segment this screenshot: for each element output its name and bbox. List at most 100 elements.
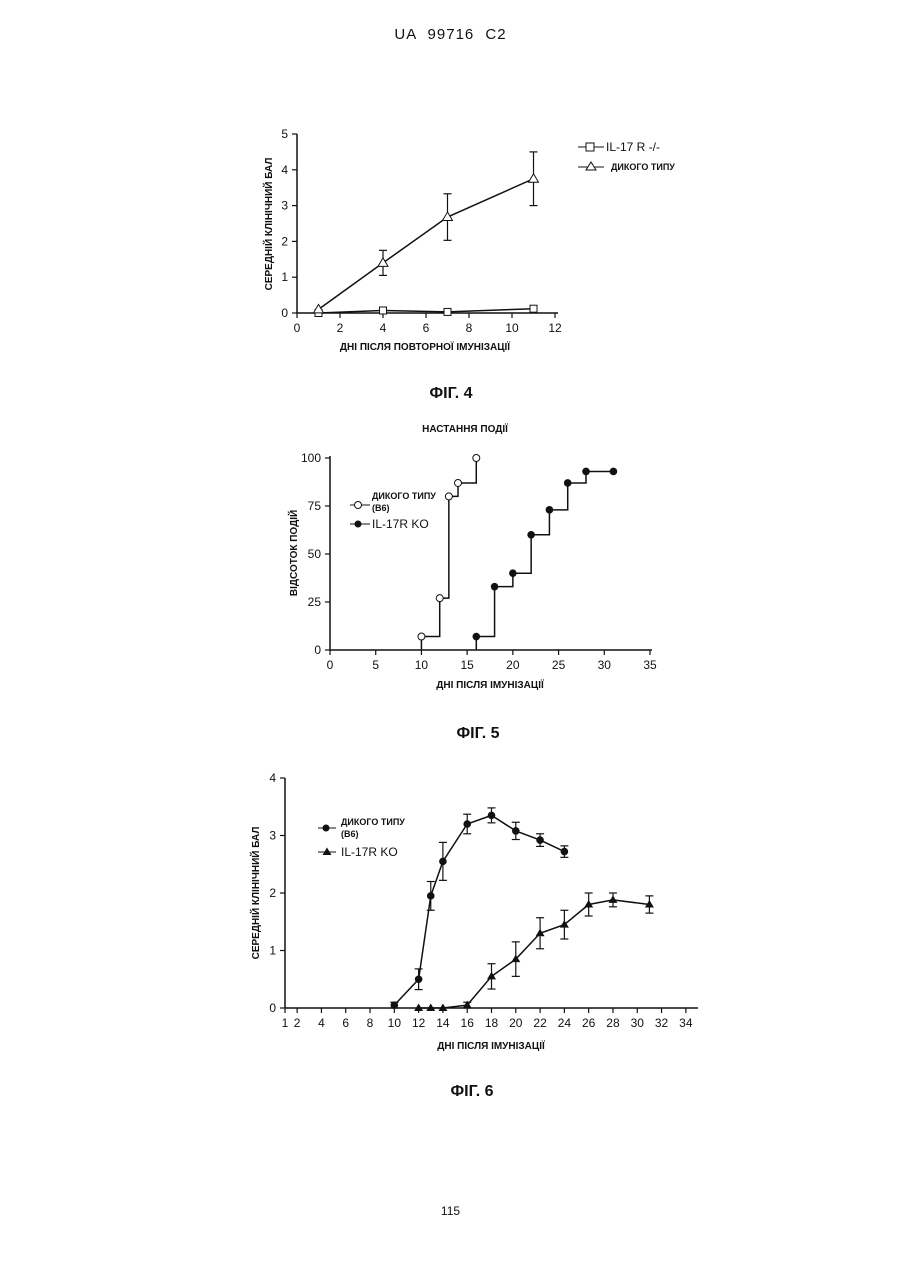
fig5-title: НАСТАННЯ ПОДІЇ <box>422 422 508 435</box>
fig5-y-ticks: 0255075100 <box>301 451 330 657</box>
fig6-series-0-point <box>439 858 447 866</box>
fig4-y-axis-label: СЕРЕДНІЙ КЛІНІЧНИЙ БАЛ <box>262 158 275 291</box>
fig6-series-1-point <box>487 972 496 980</box>
fig5-legend-open-circle-marker <box>355 502 362 509</box>
fig6-series-0-point <box>536 836 544 844</box>
fig6-x-axis-label: ДНІ ПІСЛЯ ІМУНІЗАЦІЇ <box>437 1039 545 1052</box>
fig4-y-ticks: 012345 <box>281 127 297 320</box>
fig5-x-tick-label: 25 <box>552 658 566 672</box>
fig4-x-tick-label: 0 <box>294 321 301 335</box>
fig5-series-0-point <box>418 633 425 640</box>
fig4-y-tick-label: 4 <box>281 163 288 177</box>
fig5-series-0-point <box>436 595 443 602</box>
fig5-series-1-point <box>546 506 554 514</box>
fig5-x-tick-label: 15 <box>460 658 474 672</box>
fig5-x-tick-label: 5 <box>372 658 379 672</box>
fig4-x-tick-label: 4 <box>380 321 387 335</box>
fig4-axes <box>297 134 558 313</box>
fig5-series-1-point <box>509 569 517 577</box>
fig5-x-tick-label: 20 <box>506 658 520 672</box>
fig6-series-group <box>390 808 654 1011</box>
fig6-y-tick-label: 0 <box>269 1001 276 1015</box>
fig4-series-0-point <box>444 308 451 315</box>
fig4-y-tick-label: 2 <box>281 234 288 248</box>
fig5-caption: ФІГ. 5 <box>457 725 500 742</box>
fig5-series-1-point <box>491 583 499 591</box>
fig6-x-tick-label: 12 <box>412 1016 426 1030</box>
fig4-x-tick-label: 12 <box>548 321 562 335</box>
fig6-x-tick-label: 20 <box>509 1016 523 1030</box>
fig6-x-tick-label: 16 <box>461 1016 475 1030</box>
fig5-legend-label-wt: ДИКОГО ТИПУ <box>372 491 436 501</box>
fig6-x-ticks: 1246810121416182022242628303234 <box>282 1008 693 1030</box>
fig4-y-tick-label: 1 <box>281 270 288 284</box>
fig6-series-0-point <box>512 827 520 835</box>
fig6-series-1-line <box>419 900 650 1008</box>
fig5-series-1-step-line <box>476 471 613 650</box>
fig6-x-tick-label: 8 <box>367 1016 374 1030</box>
fig6-x-tick-label: 30 <box>631 1016 645 1030</box>
fig4-series-1-point <box>529 174 539 183</box>
fig6-series-0-point <box>427 892 435 900</box>
fig4-legend-triangle-marker <box>586 162 596 170</box>
fig5-x-ticks: 05101520253035 <box>327 650 657 672</box>
fig4-series-1-point <box>314 304 324 313</box>
fig5-legend: ДИКОГО ТИПУ (B6) IL-17R KO <box>350 491 436 531</box>
fig5-legend-label-wt-b6: (B6) <box>372 503 390 513</box>
fig6-series-0-point <box>463 820 471 828</box>
fig6-x-tick-label: 14 <box>436 1016 450 1030</box>
fig4-x-tick-label: 2 <box>337 321 344 335</box>
fig6-x-tick-label: 32 <box>655 1016 669 1030</box>
fig6-x-tick-label: 26 <box>582 1016 596 1030</box>
fig5-series-0-step-line <box>421 458 476 650</box>
fig5-series-0-point <box>473 455 480 462</box>
fig5-legend-filled-circle-marker <box>355 521 362 528</box>
fig4-x-axis-label: ДНІ ПІСЛЯ ПОВТОРНОЇ ІМУНІЗАЦІЇ <box>340 340 510 353</box>
fig4-series-0-point <box>380 307 387 314</box>
fig5-series-1-point <box>610 468 618 476</box>
fig6-x-tick-label: 22 <box>533 1016 547 1030</box>
fig5-series-1-point <box>582 468 590 476</box>
fig6-y-tick-label: 1 <box>269 944 276 958</box>
fig6-x-tick-label: 4 <box>318 1016 325 1030</box>
fig5-series-group <box>418 455 617 651</box>
fig4-caption: ФІГ. 4 <box>430 385 473 402</box>
fig6-legend-filled-triangle-marker <box>323 848 332 856</box>
fig6-series-0-point <box>488 812 496 820</box>
fig6-x-tick-label: 24 <box>558 1016 572 1030</box>
fig6-y-axis-label: СЕРЕДНІЙ КЛІНІЧНИЙ БАЛ <box>249 827 262 960</box>
fig6-series-0-point <box>391 1001 399 1009</box>
fig6-x-tick-label: 10 <box>388 1016 402 1030</box>
figure-4-chart: 012345 024681012 СЕРЕДНІЙ КЛІНІЧНИЙ БАЛ … <box>0 120 901 420</box>
fig4-x-ticks: 024681012 <box>294 313 562 335</box>
fig6-x-tick-label: 28 <box>606 1016 620 1030</box>
fig6-y-ticks: 0 1 2 3 4 <box>269 771 285 1015</box>
page-header: UA 99716 C2 <box>0 26 901 43</box>
fig5-x-tick-label: 35 <box>643 658 657 672</box>
fig6-y-tick-label: 4 <box>269 771 276 785</box>
fig6-series-1-point <box>608 895 617 903</box>
fig6-legend-label-ko: IL-17R KO <box>341 845 398 859</box>
fig4-series-1-point <box>378 258 388 267</box>
fig4-series-1-line <box>319 179 534 310</box>
fig5-series-1-point <box>564 479 572 487</box>
fig5-series-1-point <box>472 633 480 641</box>
fig6-legend-filled-circle-marker <box>323 825 330 832</box>
figure-6-chart: 01234 1246810121416182022242628303234 СЕ… <box>0 770 901 1110</box>
fig6-series-0-point <box>561 848 569 856</box>
fig4-x-tick-label: 6 <box>423 321 430 335</box>
fig5-x-tick-label: 30 <box>598 658 612 672</box>
fig6-x-tick-label: 1 <box>282 1016 289 1030</box>
fig5-y-axis-label: ВІДСОТОК ПОДІЙ <box>287 510 300 596</box>
fig6-caption: ФІГ. 6 <box>451 1083 494 1100</box>
fig6-y-tick-label: 3 <box>269 829 276 843</box>
fig5-y-tick-label: 100 <box>301 451 321 465</box>
fig6-x-tick-label: 34 <box>679 1016 693 1030</box>
fig5-x-tick-label: 10 <box>415 658 429 672</box>
fig4-x-tick-label: 10 <box>505 321 519 335</box>
fig6-x-tick-label: 2 <box>294 1016 301 1030</box>
fig6-y-tick-label: 2 <box>269 886 276 900</box>
fig6-legend-label-wt-b6: (B6) <box>341 829 359 839</box>
fig5-y-tick-label: 0 <box>314 643 321 657</box>
fig6-x-tick-label: 18 <box>485 1016 499 1030</box>
